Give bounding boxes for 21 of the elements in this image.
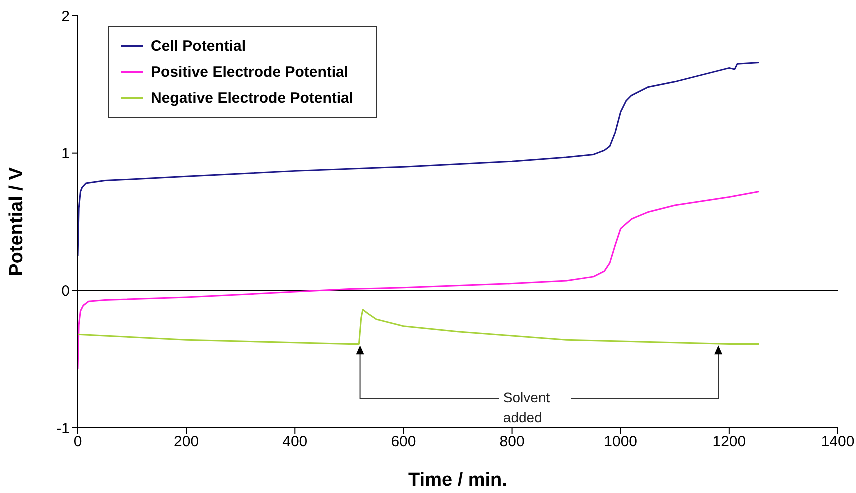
y-tick-label: -1 <box>56 420 70 438</box>
legend-label: Negative Electrode Potential <box>151 90 354 106</box>
x-axis-title: Time / min. <box>408 470 508 491</box>
x-tick-label: 400 <box>282 434 308 451</box>
legend-label: Cell Potential <box>151 38 246 54</box>
y-tick-label: 0 <box>62 282 70 300</box>
annotation: Solvent added <box>503 390 550 426</box>
x-tick-label: 800 <box>500 434 525 451</box>
y-tick-label: 2 <box>62 8 70 26</box>
y-tick-label: 1 <box>62 146 70 163</box>
x-tick-label: 1400 <box>821 434 855 451</box>
legend-label: Positive Electrode Potential <box>151 64 349 80</box>
y-axis-title: Potential / V <box>6 167 28 276</box>
x-tick-label: 600 <box>391 434 416 451</box>
x-tick-label: 1200 <box>712 434 746 451</box>
line-series <box>78 191 760 370</box>
x-tick-label: 1000 <box>604 434 638 451</box>
x-tick-label: 200 <box>174 434 200 451</box>
line-series <box>78 62 760 258</box>
line-series <box>78 309 760 345</box>
x-tick-label: 0 <box>74 434 82 451</box>
